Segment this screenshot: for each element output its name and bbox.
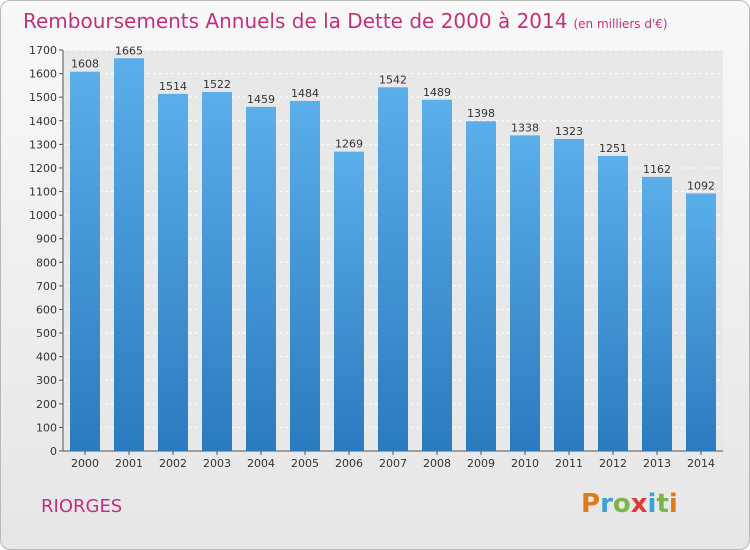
bar-2002	[158, 93, 188, 451]
x-tick-label-2012: 2012	[599, 457, 627, 470]
y-tick-labels: 0 100 200 300 400 500 600 700 800 900 1000 1100 1200…	[29, 44, 57, 458]
value-label-2012: 1251	[599, 142, 627, 155]
y-tick-label: 800	[36, 256, 57, 269]
value-label-2001: 1665	[115, 44, 143, 57]
bar-2012	[598, 155, 628, 451]
bar-2006	[334, 151, 364, 452]
x-tick-label-2008: 2008	[423, 457, 451, 470]
bar-2008	[422, 99, 452, 451]
value-labels: 1608 1665 1514 1522 1459 1484 1269 1542 1489 1398…	[71, 44, 715, 192]
y-tick-label: 1500	[29, 91, 57, 104]
x-tick-label-2005: 2005	[291, 457, 319, 470]
bar-2011	[554, 138, 584, 451]
value-label-2010: 1338	[511, 121, 539, 134]
bar-2004	[246, 106, 276, 451]
x-tick-label-2010: 2010	[511, 457, 539, 470]
x-tick-labels: 2000 2001 2002 2003 2004 2005 2006 2007 2008 2009…	[71, 457, 715, 470]
value-label-2009: 1398	[467, 107, 495, 120]
value-label-2013: 1162	[643, 163, 671, 176]
value-label-2006: 1269	[335, 138, 363, 151]
value-label-2007: 1542	[379, 73, 407, 86]
bar-2010	[510, 135, 540, 451]
x-tick-label-2001: 2001	[115, 457, 143, 470]
y-tick-label: 1300	[29, 138, 57, 151]
bar-2000	[70, 71, 100, 452]
chart-subtitle: (en milliers d'€)	[573, 17, 668, 31]
value-label-2005: 1484	[291, 87, 319, 100]
bar-2013	[642, 176, 672, 451]
y-tick-label: 700	[36, 280, 57, 293]
bar-2001	[114, 58, 144, 451]
y-tick-label: 500	[36, 327, 57, 340]
value-label-2008: 1489	[423, 86, 451, 99]
bar-2007	[378, 87, 408, 451]
x-tick-label-2004: 2004	[247, 457, 275, 470]
x-tick-label-2000: 2000	[71, 457, 99, 470]
y-tick-label: 0	[50, 445, 57, 458]
x-tick-label-2013: 2013	[643, 457, 671, 470]
value-label-2014: 1092	[687, 179, 715, 192]
y-tick-label: 1100	[29, 186, 57, 199]
bar-2014	[686, 193, 716, 451]
y-tick-label: 100	[36, 421, 57, 434]
value-label-2002: 1514	[159, 80, 187, 93]
bar-2005	[290, 100, 320, 451]
y-tick-label: 1600	[29, 68, 57, 81]
value-label-2004: 1459	[247, 93, 275, 106]
y-tick-label: 1700	[29, 44, 57, 57]
title-text: Remboursements Annuels de la Dette de 20…	[23, 9, 568, 33]
y-tick-label: 1200	[29, 162, 57, 175]
x-tick-label-2009: 2009	[467, 457, 495, 470]
value-label-2003: 1522	[203, 78, 231, 91]
y-tick-label: 1000	[29, 209, 57, 222]
x-tick-label-2006: 2006	[335, 457, 363, 470]
value-label-2000: 1608	[71, 58, 99, 71]
bars	[70, 58, 716, 452]
value-label-2011: 1323	[555, 125, 583, 138]
commune-name: RIORGES	[41, 496, 123, 517]
x-tick-label-2014: 2014	[687, 457, 715, 470]
y-tick-label: 300	[36, 374, 57, 387]
chart-title: Remboursements Annuels de la Dette de 20…	[23, 9, 668, 33]
bar-2009	[466, 121, 496, 451]
proxiti-logo[interactable]: Proxiti	[581, 489, 678, 519]
bar-2003	[202, 91, 232, 451]
y-tick-label: 600	[36, 303, 57, 316]
x-tick-label-2002: 2002	[159, 457, 187, 470]
x-tick-label-2011: 2011	[555, 457, 583, 470]
y-tick-label: 200	[36, 398, 57, 411]
x-tick-label-2007: 2007	[379, 457, 407, 470]
x-tick-label-2003: 2003	[203, 457, 231, 470]
y-tick-label: 1400	[29, 115, 57, 128]
y-tick-label: 900	[36, 233, 57, 246]
y-tick-label: 400	[36, 351, 57, 364]
